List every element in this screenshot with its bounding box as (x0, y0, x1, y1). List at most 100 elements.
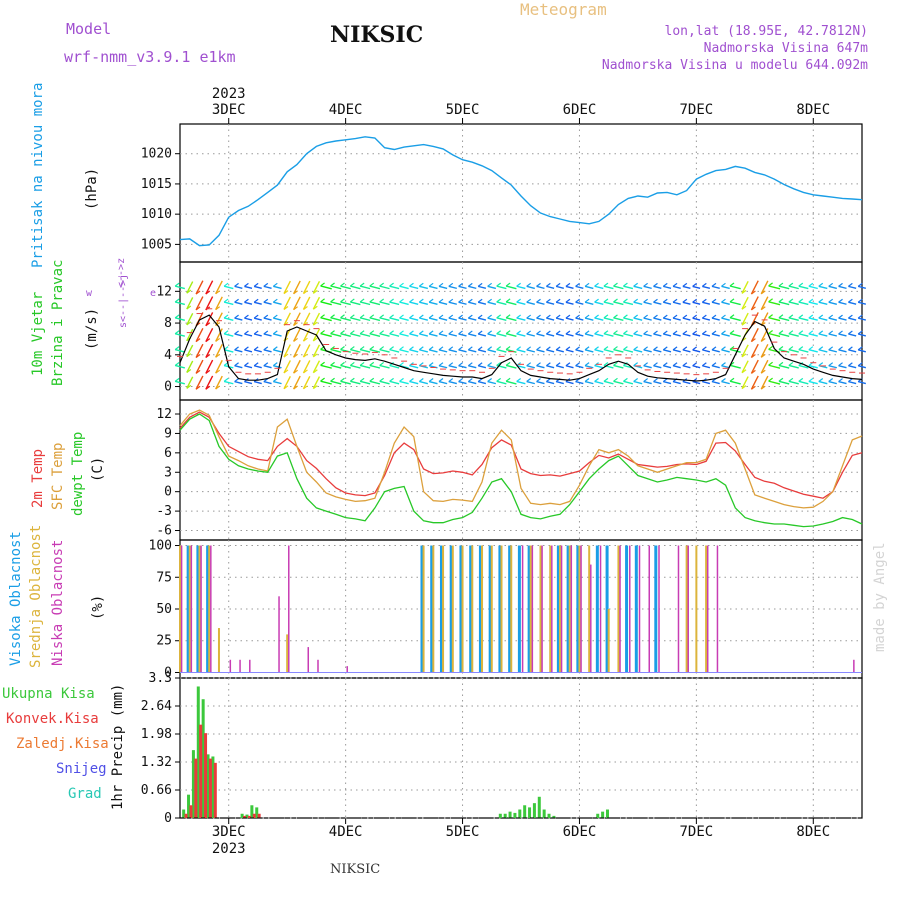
wind-arrow (808, 333, 818, 337)
cloud-low-bar (180, 545, 183, 673)
wind-arrow (399, 301, 409, 306)
wind-arrow (633, 349, 643, 353)
day-label-bottom: 3DEC (212, 824, 246, 840)
wind-arrow-head (379, 314, 385, 319)
wind-arrow-head (312, 385, 318, 390)
wind-arrow-head (603, 346, 609, 351)
cloud-mid-bar (286, 634, 289, 673)
wind-arrow (575, 349, 584, 353)
cloud-low-bar (531, 545, 534, 673)
precip-total-bar (240, 813, 244, 818)
wind-arrow (448, 349, 457, 353)
wind-arrow (857, 301, 867, 305)
wind-arrow (350, 285, 361, 290)
wind-arrow (379, 348, 390, 353)
wind-arrow-head (496, 346, 502, 351)
wind-arrow-head (195, 338, 201, 343)
wind-arrow-head (399, 282, 404, 287)
wind-arrow-head (458, 346, 463, 351)
wind-arrow (273, 301, 282, 305)
cloud-mid-bar (685, 545, 688, 673)
wind-arrow (419, 317, 429, 321)
wind-arrow (330, 285, 342, 290)
wind-arrow-head (349, 361, 355, 366)
precip-convective-bar (204, 733, 208, 818)
wind-arrow (768, 332, 781, 338)
wind-arrow (379, 364, 390, 369)
wind-arrow-head (312, 369, 318, 374)
wind-arrow (575, 285, 584, 290)
wind-arrow (379, 333, 390, 337)
wind-arrow-head (349, 346, 355, 351)
cloud-mid-bar (705, 545, 708, 673)
wind-arrow-head (828, 330, 834, 335)
cloud-mid-bar (510, 545, 513, 673)
wind-arrow-head (253, 330, 259, 335)
wind-arrow-head (205, 369, 211, 374)
wind-arrow-head (603, 377, 609, 382)
wind-arrow (682, 380, 691, 385)
wind-arrow (555, 365, 564, 369)
wind-arrow-head (340, 314, 345, 319)
precip-total-bar (191, 750, 195, 818)
wind-arrow-head (389, 298, 394, 303)
wind-arrow (555, 285, 564, 290)
wind-arrow (174, 285, 186, 290)
wind-arrow (516, 333, 526, 337)
wind-arrow-head (594, 330, 599, 335)
wind-arrow-head (788, 314, 794, 319)
wind-arrow-head (545, 330, 551, 335)
wind-arrow (293, 375, 301, 390)
wind-arrow (838, 285, 847, 290)
wind-arrow-head (729, 345, 735, 350)
wind-arrow-head (205, 338, 211, 343)
wind-arrow (702, 365, 711, 369)
wind-arrow-head (729, 298, 735, 303)
wind-arrow (273, 380, 282, 385)
wind-arrow (195, 296, 204, 311)
wind-arrow-head (545, 298, 551, 303)
wind-arrow-head (438, 298, 444, 303)
cloud-high-bar (595, 545, 599, 673)
wind-arrow-head (320, 282, 325, 287)
wind-arrow (477, 285, 487, 290)
wind-arrow-head (672, 330, 678, 335)
wind-arrow (828, 317, 838, 321)
wind-arrow-head (633, 330, 639, 335)
wind-arrow-head (516, 282, 521, 287)
wind-arrow (702, 285, 711, 290)
wind-arrow (663, 317, 672, 321)
wind-arrow (808, 301, 818, 306)
cloud-high-bar (186, 545, 190, 673)
cloud-mid-bar (558, 545, 561, 673)
wind-arrow (555, 349, 564, 353)
wind-arrow-head (330, 377, 335, 382)
cloud-low-bar (570, 545, 573, 673)
wind-arrow-head (496, 314, 502, 319)
wind-arrow (330, 380, 342, 385)
wind-arrow-head (662, 330, 668, 335)
wind-arrow (419, 380, 429, 385)
wind-arrow-head (340, 330, 345, 335)
wind-arrow-head (662, 362, 668, 367)
wind-arrow (711, 317, 720, 321)
wind-tick-label: 4 (164, 348, 172, 363)
wind-arrow (302, 280, 311, 294)
wind-arrow (768, 285, 781, 290)
precip-tick-label: 0.66 (141, 783, 172, 798)
temp-sfc-line (179, 409, 863, 509)
wind-arrow (546, 317, 555, 321)
wind-arrow-head (303, 290, 308, 295)
wind-arrow-head (623, 377, 628, 382)
wind-arrow-head (505, 314, 511, 319)
wind-arrow (729, 348, 741, 353)
wind-arrow-head (575, 330, 580, 335)
wind-arrow-head (174, 346, 180, 351)
wind-arrow (643, 285, 652, 290)
wind-arrow-head (662, 282, 668, 287)
wind-arrow-head (828, 314, 834, 319)
wind-arrow-head (174, 298, 180, 303)
wind-arrow-head (741, 321, 747, 326)
wind-arrow (215, 375, 223, 390)
wind-arrow-head (778, 377, 784, 382)
